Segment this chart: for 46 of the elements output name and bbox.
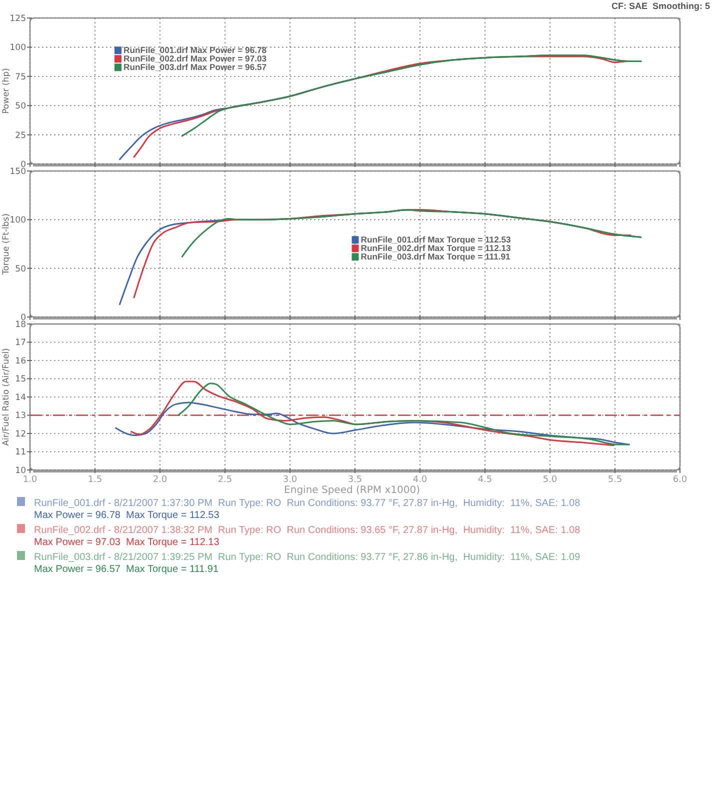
y-tick-label: 50 (15, 102, 26, 112)
y-tick-label: 13 (15, 411, 26, 422)
legend-label: RunFile_001.drf Max Torque = 112.53 (360, 234, 512, 245)
y-tick-label: 125 (10, 14, 26, 24)
text: RunFile_001.drf - 8/21/2007 1:37:30 PM Run Type: RO Run Conditions: 93.77 °F, 27.87 in-Hg, Humidity: 11%, SAE: 1.08 (34, 498, 581, 509)
y-axis-title: Air/Fuel Ratio (Air/Fuel) (1, 348, 12, 446)
text: Max Power = 96.78 Max Torque = 112.53 (34, 510, 220, 521)
x-tick-label: 5.5 (608, 475, 622, 485)
text: RunFile_002.drf - 8/21/2007 1:38:32 PM Run Type: RO Run Conditions: 93.65 °F, 27.87 in-Hg, Humidity: 11%, SAE: 1.08 (34, 525, 581, 536)
x-tick-label: 6.0 (672, 475, 688, 485)
x-tick-label: 3.5 (348, 475, 362, 485)
x-tick-label: 3.0 (282, 475, 298, 485)
y-tick-label: 25 (15, 130, 26, 141)
legend-label: RunFile_003.drf Max Torque = 111.91 (360, 252, 511, 262)
legend-label: RunFile_001.drf Max Power = 96.78 (124, 45, 267, 56)
x-tick-label: 1.0 (22, 475, 38, 485)
y-tick-label: 10 (15, 466, 26, 476)
x-tick-label: 2.5 (218, 475, 232, 485)
legend-label: RunFile_003.drf Max Power = 96.57 (124, 62, 267, 72)
y-tick-label: 75 (15, 72, 26, 82)
y-tick-label: 50 (15, 264, 26, 274)
x-axis-title: Engine Speed (RPM x1000) (284, 485, 420, 496)
x-tick-label: 4.0 (412, 475, 428, 485)
x-tick-label: 1.5 (88, 475, 102, 485)
text: Max Power = 97.03 Max Torque = 112.13 (34, 537, 220, 548)
y-tick-label: 17 (15, 338, 26, 348)
y-axis-title: Power (hp) (1, 68, 12, 114)
y-axis-title: Torque (Ft-lbs) (1, 213, 12, 276)
text: Max Power = 96.57 Max Torque = 111.91 (34, 564, 219, 575)
y-tick-label: 11 (15, 448, 26, 458)
legend-label: RunFile_002.drf Max Power = 97.03 (124, 54, 267, 64)
y-tick-label: 12 (15, 429, 26, 440)
y-tick-label: 15 (15, 374, 26, 385)
y-tick-label: 14 (15, 392, 26, 403)
y-tick-label: 18 (15, 320, 26, 330)
y-tick-label: 16 (15, 356, 26, 366)
x-tick-label: 5.0 (542, 475, 558, 485)
line-series (177, 382, 630, 446)
y-tick-label: 150 (10, 166, 26, 177)
x-tick-label: 2.0 (152, 475, 168, 485)
legend-label: RunFile_002.drf Max Torque = 112.13 (360, 243, 512, 254)
text: CF: SAE Smoothing: 5 (612, 1, 710, 11)
text: RunFile_003.drf - 8/21/2007 1:39:25 PM Run Type: RO Run Conditions: 93.77 °F, 27.86 in-Hg, Humidity: 11%, SAE: 1.09 (34, 552, 581, 563)
y-tick-label: 100 (10, 216, 26, 226)
y-tick-label: 100 (10, 43, 26, 54)
x-tick-label: 4.5 (478, 475, 492, 485)
